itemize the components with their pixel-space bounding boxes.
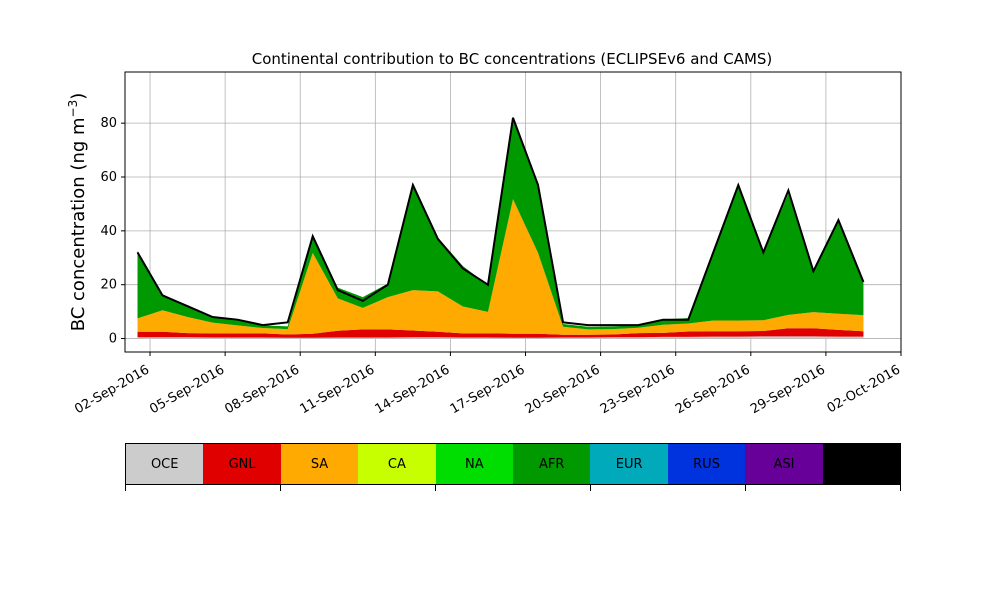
legend-cell-sa: SA: [280, 444, 359, 484]
x-tick-label: 17-Sep-2016: [448, 362, 528, 417]
x-tick-label: 02-Oct-2016: [825, 362, 903, 416]
legend-cell-ca: CA: [358, 444, 436, 484]
total-outline: [136, 117, 865, 327]
legend-tick: [125, 485, 126, 491]
x-tick-label: 14-Sep-2016: [373, 362, 453, 417]
legend-cell-asi: ASI: [745, 444, 823, 484]
legend-tick: [590, 485, 591, 491]
area-gnl: [137, 328, 864, 338]
y-tick-label: 40: [100, 224, 117, 239]
y-tick-label: 20: [100, 278, 117, 293]
legend-cell-aus: AUS: [822, 444, 901, 484]
legend-cell-afr: AFR: [513, 444, 591, 484]
y-axis-label: BC concentration (ng m−3): [66, 93, 89, 332]
x-tick-label: 11-Sep-2016: [297, 362, 377, 417]
legend-cell-gnl: GNL: [203, 444, 281, 484]
legend-tick: [280, 485, 281, 491]
legend-tick: [900, 485, 901, 491]
stacked-areas: [137, 118, 864, 339]
x-tick-label: 26-Sep-2016: [673, 362, 753, 417]
x-tick-label: 23-Sep-2016: [598, 362, 678, 417]
x-tick-label: 05-Sep-2016: [147, 362, 227, 417]
y-tick-label: 0: [109, 332, 117, 347]
y-tick-label: 80: [100, 116, 117, 131]
x-tick-label: 20-Sep-2016: [523, 362, 603, 417]
legend-cell-oce: OCE: [126, 444, 204, 484]
x-axis-ticks: 02-Sep-201605-Sep-201608-Sep-201611-Sep-…: [72, 352, 903, 417]
area-afr: [137, 118, 864, 330]
x-tick-label: 08-Sep-2016: [222, 362, 302, 417]
chart-title: Continental contribution to BC concentra…: [252, 50, 773, 68]
plot-frame: [124, 71, 902, 353]
area-sa: [137, 199, 864, 335]
legend-cell-na: NA: [435, 444, 514, 484]
total-line: [136, 117, 865, 327]
legend-cell-rus: RUS: [667, 444, 746, 484]
y-tick-label: 60: [100, 170, 117, 185]
legend-tick: [435, 485, 436, 491]
legend-cell-eur: EUR: [590, 444, 668, 484]
x-tick-label: 29-Sep-2016: [748, 362, 828, 417]
legend-colorbar: OCE GNL SA CA NA AFR EUR RUS ASI AUS: [125, 443, 901, 485]
y-axis-ticks: 0 20 40 60 80: [100, 116, 125, 347]
x-tick-label: 02-Sep-2016: [72, 362, 152, 417]
legend-tick: [745, 485, 746, 491]
